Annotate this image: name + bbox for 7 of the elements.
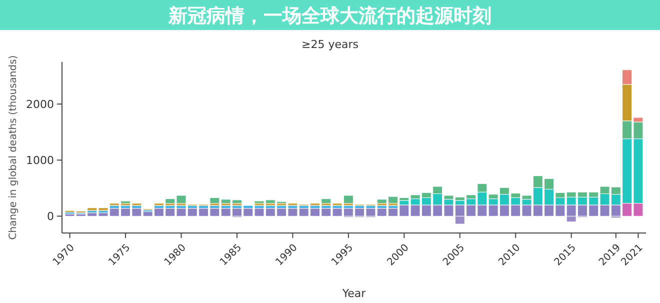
y-tick-label: 2000 xyxy=(26,98,54,111)
y-axis-title: Change in global deaths (thousands) xyxy=(8,55,19,240)
y-tick-label: 0 xyxy=(47,210,54,224)
y-tick-label: 1000 xyxy=(26,154,54,167)
chart-title: 新冠病情，一场全球大流行的起源时刻 xyxy=(168,5,492,27)
chart-subtitle: ≥25 years xyxy=(302,38,359,51)
x-axis-title: Year xyxy=(341,287,366,300)
